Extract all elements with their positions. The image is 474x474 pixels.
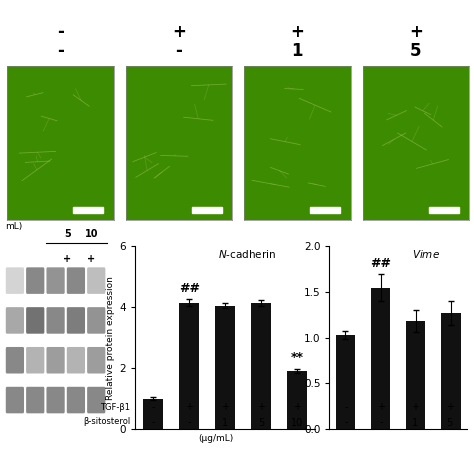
Text: $\it{N}$-cadherin: $\it{N}$-cadherin [218,248,276,260]
FancyBboxPatch shape [26,387,45,413]
Bar [441,313,461,429]
FancyBboxPatch shape [46,307,64,334]
Bar [179,303,199,429]
Text: 1: 1 [412,418,419,428]
Bar [251,303,271,429]
Text: -: - [57,24,64,41]
Text: 10: 10 [291,418,303,428]
Text: +: + [221,402,229,412]
Text: 10: 10 [84,229,98,239]
Bar [406,321,426,429]
Text: -: - [175,42,182,60]
FancyBboxPatch shape [87,267,105,294]
FancyBboxPatch shape [26,267,45,294]
Text: TGF-β1: TGF-β1 [100,402,130,411]
Text: -: - [345,402,348,412]
FancyBboxPatch shape [26,347,45,374]
Y-axis label: Relative protein expression: Relative protein expression [106,276,115,400]
Text: (μg/mL): (μg/mL) [199,434,234,443]
Bar [215,306,235,429]
FancyBboxPatch shape [67,307,85,334]
Bar [73,207,103,213]
Text: **: ** [291,352,304,365]
Text: -: - [151,418,155,428]
FancyBboxPatch shape [67,267,85,294]
Text: +: + [377,402,385,412]
Text: $\it{Vime}$: $\it{Vime}$ [411,248,440,260]
Text: -: - [57,42,64,60]
FancyBboxPatch shape [6,347,24,374]
FancyBboxPatch shape [87,347,105,374]
Text: β-sitosterol: β-sitosterol [83,417,130,426]
Text: 5: 5 [410,42,422,60]
Text: +: + [293,402,301,412]
Text: 5: 5 [64,229,71,239]
Text: 1: 1 [222,418,228,428]
Text: +: + [185,402,193,412]
Bar [371,288,390,429]
Text: +: + [446,402,454,412]
Text: mL): mL) [5,222,22,231]
Text: +: + [409,24,423,41]
Text: 5: 5 [258,418,264,428]
Text: +: + [87,254,95,264]
Text: -: - [379,418,383,428]
Text: +: + [411,402,419,412]
FancyBboxPatch shape [6,387,24,413]
Text: +: + [257,402,265,412]
Bar [287,371,307,429]
FancyBboxPatch shape [67,387,85,413]
Bar [143,399,163,429]
Text: -: - [151,402,155,412]
Bar [191,207,221,213]
Text: +: + [172,24,186,41]
FancyBboxPatch shape [6,267,24,294]
Text: 1: 1 [292,42,303,60]
Text: ##: ## [370,257,391,270]
Text: -: - [345,418,348,428]
FancyBboxPatch shape [46,267,64,294]
Text: -: - [187,418,191,428]
FancyBboxPatch shape [6,307,24,334]
Text: 5: 5 [447,418,453,428]
Bar [310,207,340,213]
Bar [336,335,355,429]
FancyBboxPatch shape [67,347,85,374]
FancyBboxPatch shape [87,387,105,413]
FancyBboxPatch shape [46,387,64,413]
Bar [428,207,459,213]
FancyBboxPatch shape [26,307,45,334]
Text: ##: ## [179,282,200,294]
FancyBboxPatch shape [46,347,64,374]
Text: +: + [63,254,72,264]
FancyBboxPatch shape [87,307,105,334]
Text: +: + [291,24,304,41]
